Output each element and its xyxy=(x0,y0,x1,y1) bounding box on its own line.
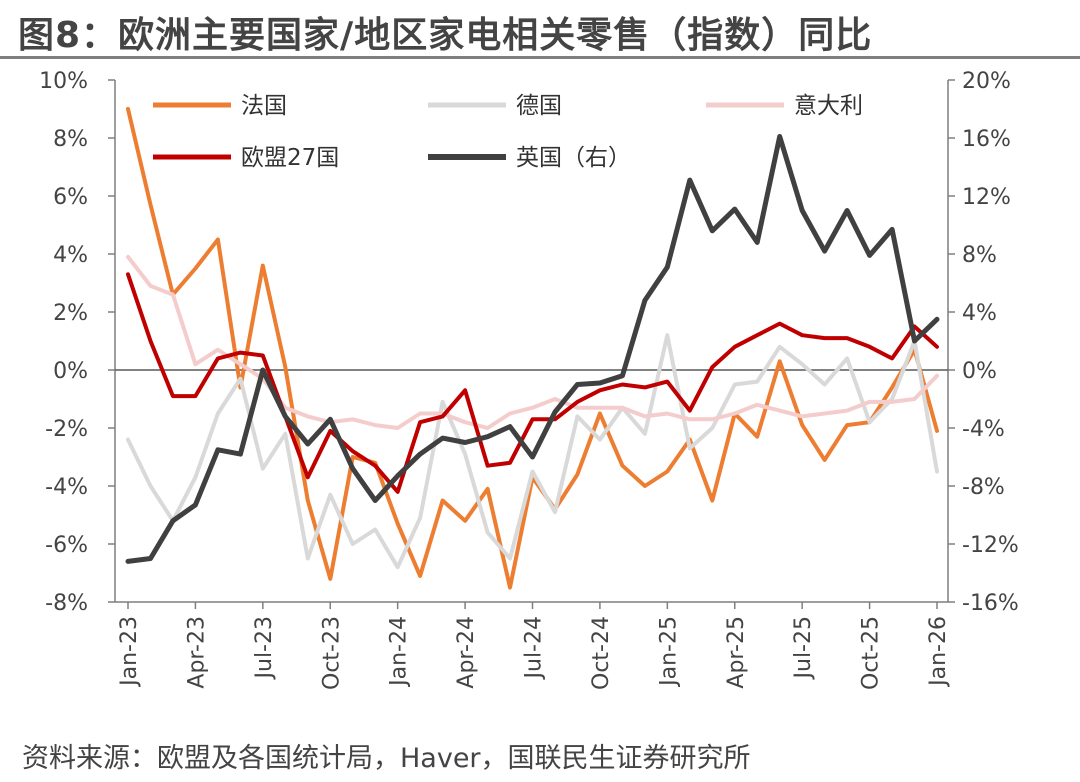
left-tick-label: 8% xyxy=(53,127,88,152)
x-tick-label: Oct-24 xyxy=(589,616,614,690)
x-tick-label: Jul-24 xyxy=(522,616,547,680)
series-line-4 xyxy=(125,134,940,564)
x-tick-label: Oct-23 xyxy=(319,616,344,690)
x-tick-label: Jul-25 xyxy=(791,616,816,680)
title-divider xyxy=(0,56,1080,59)
x-tick-label: Apr-25 xyxy=(724,616,749,689)
right-tick-label: 20% xyxy=(962,69,1011,94)
x-tick-label: Jan-25 xyxy=(656,616,681,688)
left-axis-ticks: 10% 8% 6% 4% 2% 0% -2% -4% -6% -8% xyxy=(39,69,115,616)
right-tick-label: 16% xyxy=(962,127,1011,152)
right-tick-label: 12% xyxy=(962,185,1011,210)
legend-label-1: 德国 xyxy=(516,93,562,119)
x-tick-label: Jan-26 xyxy=(926,616,951,688)
left-tick-label: -6% xyxy=(45,533,88,558)
source-note: 资料来源：欧盟及各国统计局，Haver，国联民生证券研究所 xyxy=(22,743,751,774)
right-axis-ticks: 20% 16% 12% 8% 4% 0% -4% -8% -12% -16% xyxy=(948,69,1019,616)
series-lines xyxy=(125,107,940,590)
x-tick-label: Jan-24 xyxy=(387,616,412,688)
left-tick-label: 6% xyxy=(53,185,88,210)
right-tick-label: 0% xyxy=(962,359,997,384)
x-axis-ticks: Jan-23 Apr-23 Jul-23 Oct-23 Jan-24 Apr-24 Jul-… xyxy=(117,602,951,690)
right-tick-label: -8% xyxy=(962,475,1005,500)
left-tick-label: -4% xyxy=(45,475,88,500)
right-tick-label: -4% xyxy=(962,417,1005,442)
left-tick-label: 4% xyxy=(53,243,88,268)
legend-label-4: 英国（右） xyxy=(516,145,631,171)
x-tick-label: Jan-23 xyxy=(117,616,142,688)
legend-label-2: 意大利 xyxy=(794,93,863,119)
left-tick-label: 2% xyxy=(53,301,88,326)
right-tick-label: 8% xyxy=(962,243,997,268)
x-tick-label: Apr-24 xyxy=(454,616,479,689)
line-chart: 10% 8% 6% 4% 2% 0% -2% -4% -6% -8% 20% 16% 12% 8% 4% 0… xyxy=(39,69,1019,690)
legend-label-3: 欧盟27国 xyxy=(241,145,339,171)
series-line-0 xyxy=(126,107,939,590)
right-tick-label: 4% xyxy=(962,301,997,326)
left-tick-label: -2% xyxy=(45,417,88,442)
series-line-3 xyxy=(126,272,939,494)
right-tick-label: -12% xyxy=(962,533,1019,558)
left-tick-label: 0% xyxy=(53,359,88,384)
chart-title: 图8：欧洲主要国家/地区家电相关零售（指数）同比 xyxy=(18,15,873,56)
x-tick-label: Jul-23 xyxy=(252,616,277,680)
left-tick-label: -8% xyxy=(45,591,88,616)
legend-label-0: 法国 xyxy=(241,93,287,119)
series-line-1 xyxy=(126,333,939,570)
x-tick-label: Apr-23 xyxy=(184,616,209,689)
left-tick-label: 10% xyxy=(39,69,88,94)
x-tick-label: Oct-25 xyxy=(859,616,884,690)
right-tick-label: -16% xyxy=(962,591,1019,616)
